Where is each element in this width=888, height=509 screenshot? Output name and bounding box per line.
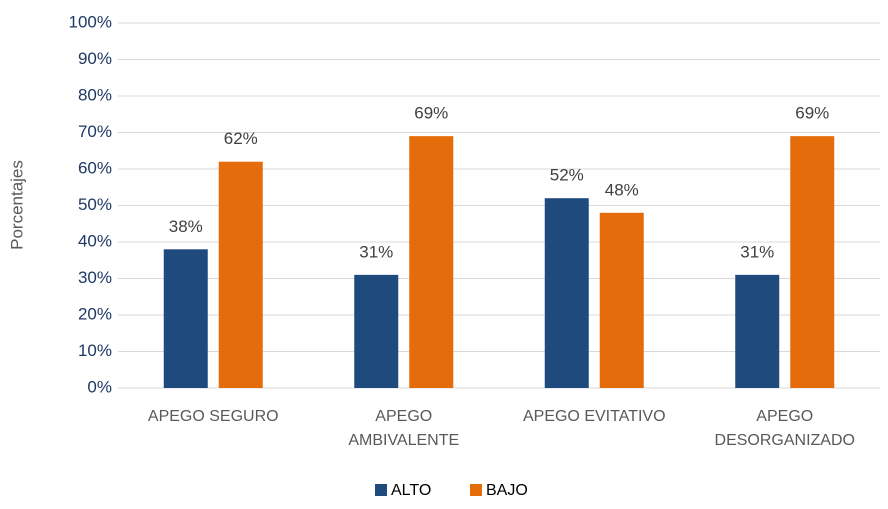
y-tick-label: 90% [78, 49, 112, 68]
bar [163, 249, 208, 388]
data-label: 38% [169, 217, 203, 236]
data-label: 69% [795, 104, 829, 123]
bar [599, 212, 644, 388]
y-tick-label: 50% [78, 195, 112, 214]
legend-swatch [470, 484, 482, 496]
legend-label: ALTO [391, 482, 431, 499]
bar [354, 274, 399, 388]
y-tick-label: 30% [78, 268, 112, 287]
bar [544, 198, 589, 388]
data-label: 31% [740, 242, 774, 261]
legend-swatch [375, 484, 387, 496]
y-tick-label: 100% [69, 12, 112, 31]
y-tick-label: 80% [78, 85, 112, 104]
y-tick-label: 10% [78, 341, 112, 360]
data-label: 62% [224, 129, 258, 148]
data-label: 69% [414, 104, 448, 123]
data-label: 48% [605, 180, 639, 199]
y-tick-label: 70% [78, 122, 112, 141]
y-tick-label: 60% [78, 158, 112, 177]
y-tick-label: 40% [78, 231, 112, 250]
legend-label: BAJO [486, 482, 528, 499]
bar [735, 274, 780, 388]
x-tick-label: APEGO EVITATIVO [522, 408, 666, 425]
data-label: 31% [359, 242, 393, 261]
y-axis-title: Porcentajes [7, 160, 26, 250]
bar [790, 136, 835, 388]
bar [218, 161, 263, 388]
x-tick-label: APEGO AMBIVALENTE [348, 408, 460, 449]
data-label: 52% [550, 166, 584, 185]
y-tick-label: 0% [87, 377, 112, 396]
x-tick-label: APEGO DESORGANIZADO [714, 408, 855, 449]
bar [409, 136, 454, 388]
y-tick-label: 20% [78, 304, 112, 323]
x-tick-label: APEGO SEGURO [147, 408, 279, 425]
